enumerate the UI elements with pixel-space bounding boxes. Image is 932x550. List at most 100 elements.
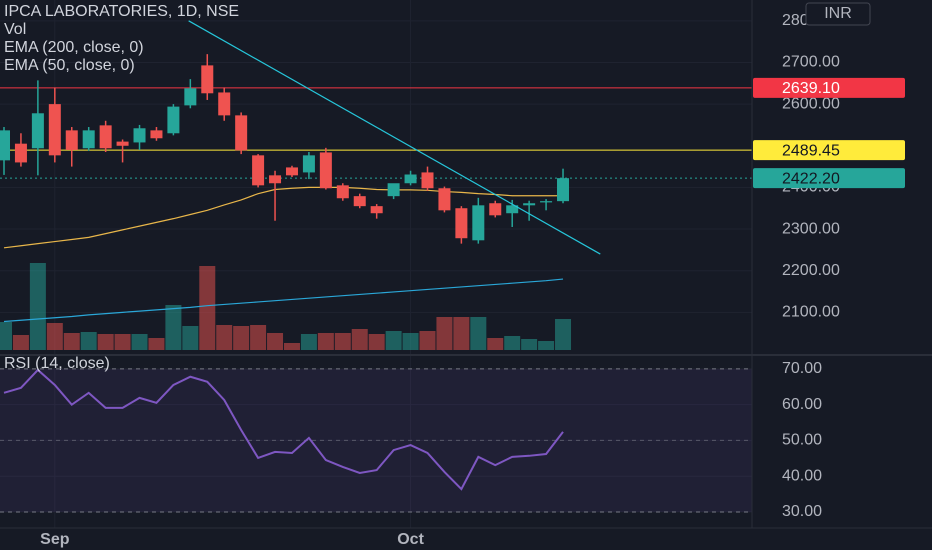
volume-bar <box>182 326 199 350</box>
candle-body <box>48 104 61 156</box>
candle-body <box>353 196 366 207</box>
y-tick-label: 30.00 <box>782 503 822 520</box>
candle-body <box>218 92 231 116</box>
price-label-box <box>753 77 905 98</box>
y-tick-label: 60.00 <box>782 396 822 413</box>
currency-box[interactable] <box>805 2 871 26</box>
candle-body <box>65 130 78 150</box>
candle-body <box>31 113 44 149</box>
candle-body <box>133 128 146 143</box>
volume-bar <box>555 319 572 350</box>
candle-body <box>99 125 112 149</box>
y-tick-label: 2100.00 <box>782 304 840 321</box>
volume-bar <box>63 333 80 350</box>
trendline <box>188 20 601 255</box>
volume-bar <box>199 266 216 350</box>
volume-bar <box>317 333 334 350</box>
volume-bar <box>12 335 29 350</box>
x-tick-label: Oct <box>397 531 424 548</box>
candle-body <box>523 203 536 206</box>
volume-bar <box>114 334 131 350</box>
volume-bar <box>165 305 182 350</box>
rsi-title: RSI (14, close) <box>4 355 110 372</box>
volume-bar <box>216 325 233 350</box>
price-label: 2422.20 <box>782 170 840 187</box>
candle-body <box>252 155 265 186</box>
candle-body <box>438 188 451 211</box>
candle-body <box>489 203 502 216</box>
volume-bar <box>250 325 267 350</box>
ema50-legend: EMA (50, close, 0) <box>4 57 135 74</box>
volume-bar <box>504 336 521 350</box>
candle-body <box>472 205 485 241</box>
volume-bar <box>0 322 12 350</box>
volume-bar <box>233 326 250 350</box>
y-tick-label: 50.00 <box>782 432 822 449</box>
rsi-line <box>3 368 564 491</box>
candle-body <box>235 115 248 151</box>
volume-bar <box>538 341 555 350</box>
ema200-legend: EMA (200, close, 0) <box>4 39 144 56</box>
y-tick-label: 2200.00 <box>782 262 840 279</box>
candle-body <box>421 172 434 189</box>
candle-body <box>404 174 417 184</box>
volume-bar <box>300 334 317 350</box>
volume-bar <box>385 331 402 350</box>
candle-body <box>387 183 400 197</box>
candle-body <box>201 65 214 94</box>
chart-title: IPCA LABORATORIES, 1D, NSE <box>4 3 239 20</box>
volume-bar <box>470 317 487 350</box>
volume-bar <box>487 338 504 350</box>
candle-body <box>285 167 298 176</box>
candle-body <box>557 178 570 202</box>
volume-bar <box>29 263 46 350</box>
candle-body <box>14 143 27 163</box>
currency: INR <box>824 5 852 22</box>
candle-body <box>167 106 180 134</box>
candle-body <box>82 130 95 149</box>
volume-legend: Vol <box>4 21 26 38</box>
x-tick-label: Sep <box>40 531 70 548</box>
candle-body <box>319 152 332 189</box>
volume-bar <box>46 323 63 350</box>
volume-bar <box>402 333 419 350</box>
candle-body <box>455 208 468 239</box>
price-label-box <box>753 168 905 189</box>
volume-bar <box>453 317 470 350</box>
volume-bar <box>283 343 300 350</box>
price-label-box <box>753 140 905 161</box>
candle-body <box>150 130 163 139</box>
volume-bar <box>97 334 114 350</box>
candle-body <box>302 155 315 173</box>
volume-bar <box>368 334 385 350</box>
y-tick-label: 70.00 <box>782 360 822 377</box>
volume-bar <box>521 339 538 350</box>
volume-bar <box>419 331 436 350</box>
ema-line <box>3 186 564 249</box>
ema-line <box>3 278 564 323</box>
candle-body <box>540 201 553 203</box>
volume-bar <box>334 333 351 350</box>
price-label: 2489.45 <box>782 142 840 159</box>
y-tick-label: 2700.00 <box>782 54 840 71</box>
candle-body <box>506 205 519 214</box>
volume-bar <box>267 333 284 350</box>
y-tick-label: 2300.00 <box>782 220 840 237</box>
volume-bar <box>436 317 453 350</box>
volume-bar <box>80 332 97 350</box>
candle-body <box>336 185 349 199</box>
candle-body <box>269 175 282 184</box>
plot <box>0 20 752 513</box>
y-tick-label: 2600.00 <box>782 95 840 112</box>
volume-bar <box>148 338 165 350</box>
volume-bar <box>351 329 368 350</box>
price-label: 2639.10 <box>782 80 840 97</box>
candle-body <box>370 206 383 214</box>
axis: 2100.002200.002300.002400.002600.002700.… <box>40 12 905 548</box>
volume-bar <box>131 334 148 350</box>
candle-body <box>0 130 10 161</box>
candle-body <box>116 141 129 146</box>
y-tick-label: 40.00 <box>782 467 822 484</box>
candle-body <box>184 88 197 106</box>
